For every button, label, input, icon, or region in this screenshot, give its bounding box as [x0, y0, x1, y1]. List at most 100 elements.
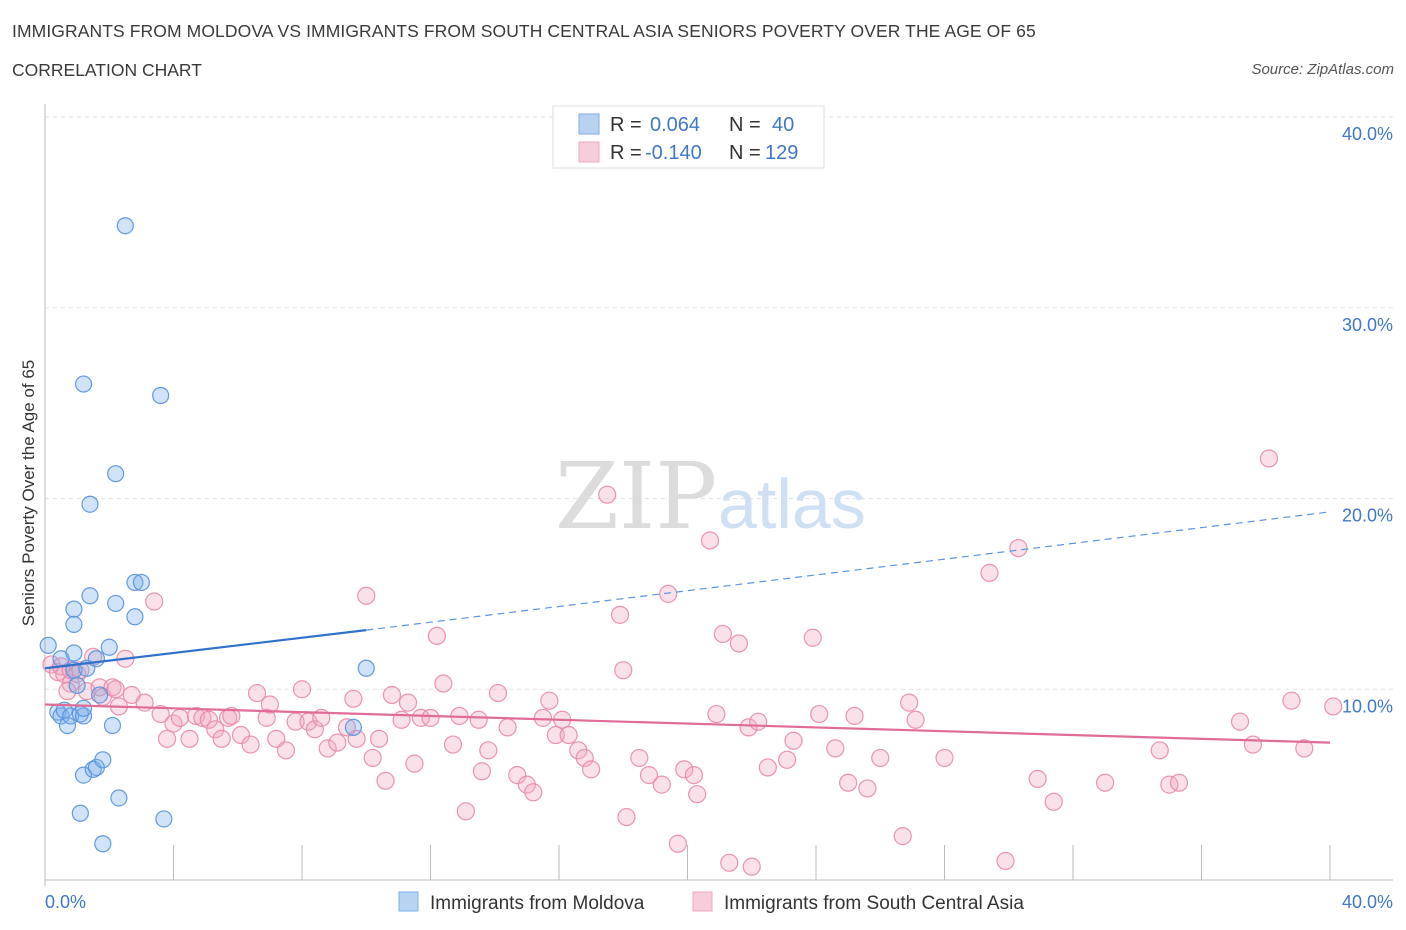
point-south-central-asia	[151, 704, 170, 724]
point-south-central-asia	[1009, 538, 1028, 558]
point-south-central-asia	[777, 750, 797, 769]
legend-r-label-south-central-asia: R =	[610, 142, 642, 164]
point-moldova	[74, 375, 93, 393]
point-south-central-asia	[713, 624, 732, 644]
point-south-central-asia	[145, 592, 164, 611]
point-south-central-asia	[347, 729, 366, 748]
point-south-central-asia	[996, 851, 1015, 871]
point-south-central-asia	[212, 729, 231, 748]
point-south-central-asia	[598, 485, 617, 504]
point-south-central-asia	[398, 693, 418, 712]
point-moldova	[100, 638, 118, 656]
point-south-central-asia	[411, 708, 430, 727]
point-south-central-asia	[540, 691, 559, 710]
point-south-central-asia	[58, 682, 77, 701]
point-south-central-asia	[684, 765, 704, 785]
y-tick-label: 40.0%	[1342, 124, 1393, 144]
point-south-central-asia	[405, 754, 424, 773]
point-moldova	[81, 495, 99, 513]
legend-box: R = 0.064 N = 40 R = -0.140 N = 129	[552, 105, 825, 169]
chart-title: IMMIGRANTS FROM MOLDOVA VS IMMIGRANTS FR…	[12, 21, 1036, 41]
point-south-central-asia	[370, 729, 389, 748]
point-south-central-asia	[1028, 769, 1047, 789]
point-moldova	[74, 766, 93, 784]
point-moldova	[87, 650, 106, 668]
point-south-central-asia	[906, 710, 925, 729]
point-south-central-asia	[707, 704, 726, 724]
bottom-legend-label-south-central-asia: Immigrants from South Central Asia	[724, 893, 1024, 914]
point-south-central-asia	[488, 683, 508, 703]
point-south-central-asia	[1324, 697, 1343, 716]
point-moldova	[68, 676, 86, 695]
point-moldova	[155, 810, 173, 828]
point-south-central-asia	[517, 775, 536, 794]
point-south-central-asia	[803, 628, 822, 647]
point-south-central-asia	[700, 531, 720, 550]
point-south-central-asia	[1096, 773, 1115, 792]
point-south-central-asia	[170, 708, 190, 727]
y-tick-label: 20.0%	[1342, 506, 1393, 526]
point-south-central-asia	[639, 765, 659, 785]
point-south-central-asia	[720, 853, 739, 872]
point-moldova	[74, 699, 93, 717]
point-south-central-asia	[858, 779, 877, 798]
x-tick-label: 40.0%	[1342, 892, 1393, 912]
bottom-legend-swatch-moldova	[398, 891, 419, 912]
point-south-central-asia	[199, 710, 218, 729]
point-south-central-asia	[276, 741, 296, 760]
point-south-central-asia	[292, 680, 312, 699]
point-moldova	[65, 600, 83, 618]
point-south-central-asia	[652, 775, 671, 794]
point-moldova	[71, 804, 89, 822]
source-label: Source: ZipAtlas.com	[1251, 61, 1394, 78]
point-south-central-asia	[427, 626, 447, 645]
point-south-central-asia	[610, 605, 630, 624]
point-south-central-asia	[443, 735, 463, 754]
point-moldova	[126, 573, 144, 592]
point-south-central-asia	[1243, 735, 1263, 754]
point-south-central-asia	[784, 731, 803, 750]
point-south-central-asia	[546, 725, 565, 745]
point-south-central-asia	[758, 758, 777, 777]
point-moldova	[344, 718, 362, 737]
point-south-central-asia	[363, 748, 382, 768]
point-south-central-asia	[575, 748, 594, 768]
point-moldova	[103, 716, 122, 735]
series-moldova	[39, 217, 375, 853]
point-south-central-asia	[257, 708, 276, 727]
point-south-central-asia	[659, 584, 678, 603]
watermark-atlas: atlas	[718, 465, 866, 543]
y-tick-label: 30.0%	[1342, 315, 1393, 335]
point-south-central-asia	[472, 762, 491, 781]
trend-line-moldova	[44, 629, 367, 670]
y-tick-label: 10.0%	[1342, 696, 1393, 716]
legend-r-label-moldova: R =	[610, 114, 642, 136]
x-tick-labels: 0.0% 40.0%	[45, 892, 1393, 912]
legend-swatch-moldova	[578, 113, 600, 135]
point-moldova	[107, 465, 125, 483]
point-south-central-asia	[1259, 449, 1279, 468]
point-south-central-asia	[826, 739, 845, 758]
legend-r-value-south-central-asia: -0.140	[645, 142, 702, 164]
point-moldova	[65, 615, 83, 633]
point-south-central-asia	[935, 748, 954, 768]
x-tick-label: 0.0%	[45, 892, 86, 912]
point-south-central-asia	[524, 783, 543, 802]
point-south-central-asia	[382, 685, 402, 705]
point-south-central-asia	[1169, 773, 1189, 792]
legend-r-value-moldova: 0.064	[650, 114, 700, 136]
point-moldova	[152, 386, 170, 405]
point-moldova	[91, 686, 109, 704]
point-south-central-asia	[421, 708, 440, 727]
point-south-central-asia	[260, 695, 279, 714]
point-south-central-asia	[675, 760, 694, 779]
trend-line-south-central-asia	[44, 703, 1331, 744]
point-south-central-asia	[871, 748, 890, 768]
watermark: ZIP atlas	[555, 443, 866, 550]
point-moldova	[94, 751, 112, 769]
point-south-central-asia	[900, 693, 919, 712]
point-south-central-asia	[376, 771, 395, 790]
point-south-central-asia	[206, 720, 225, 739]
point-south-central-asia	[103, 678, 122, 697]
point-south-central-asia	[434, 674, 453, 693]
